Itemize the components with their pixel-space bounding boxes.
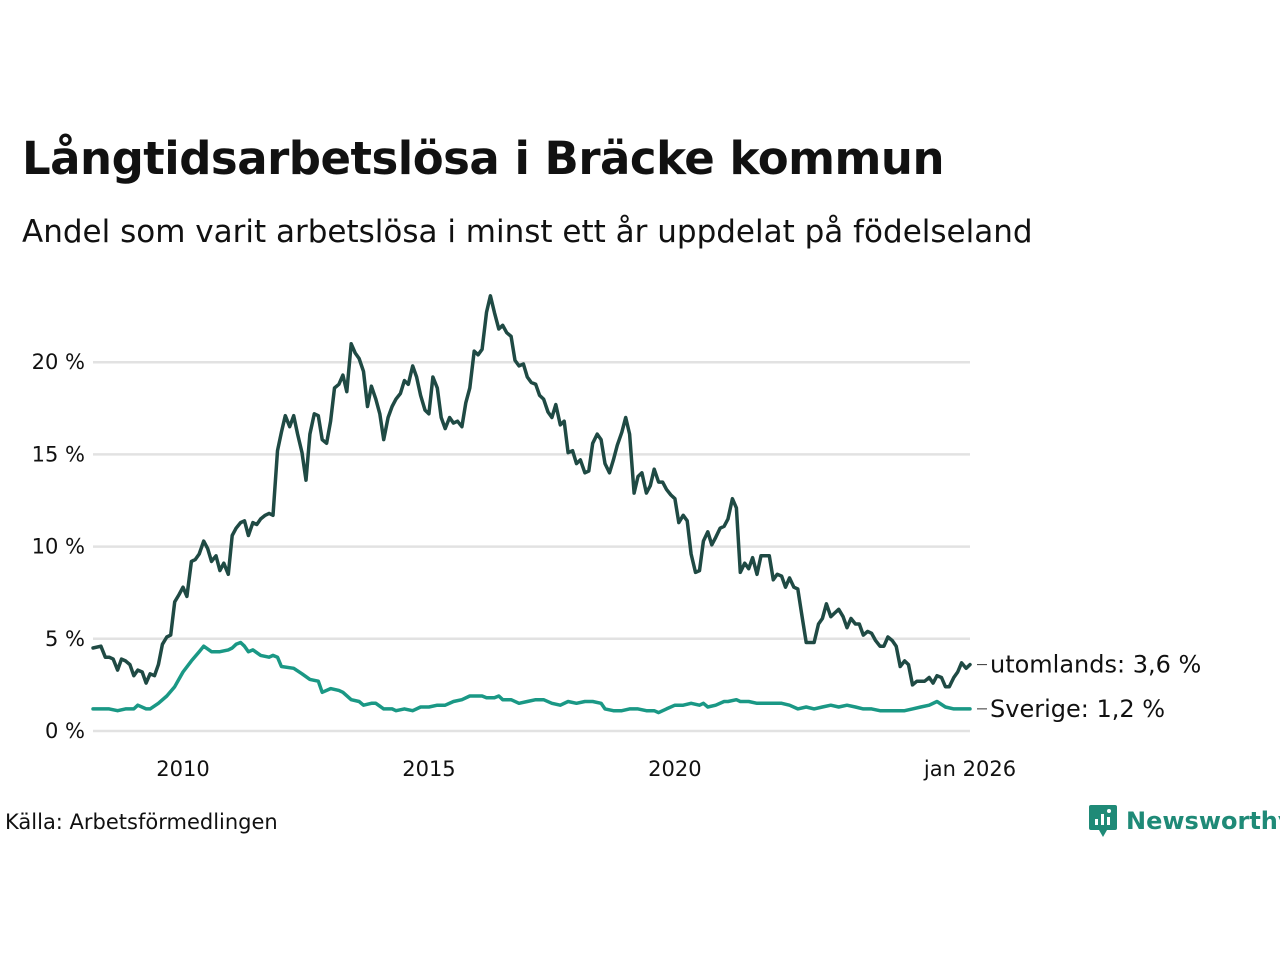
y-tick-label: 20 % bbox=[32, 350, 85, 374]
chart-subtitle: Andel som varit arbetslösa i minst ett å… bbox=[22, 214, 1033, 250]
series-line-utomlands bbox=[91, 294, 972, 689]
newsworthy-logo: Newsworthy bbox=[1088, 804, 1280, 838]
x-axis: 2010 2015 2020 jan 2026 bbox=[156, 757, 1016, 781]
y-tick-label: 5 % bbox=[45, 627, 85, 651]
end-label-utomlands: utomlands: 3,6 % bbox=[990, 651, 1201, 679]
gridlines bbox=[93, 360, 970, 733]
y-tick-label: 15 % bbox=[32, 442, 85, 466]
newsworthy-logo-icon bbox=[1089, 805, 1117, 837]
y-tick-label: 10 % bbox=[32, 535, 85, 559]
x-tick-label: 2015 bbox=[402, 757, 455, 781]
y-tick-label: 0 % bbox=[45, 719, 85, 743]
end-label-sverige: Sverige: 1,2 % bbox=[990, 695, 1165, 723]
x-tick-label: 2010 bbox=[156, 757, 209, 781]
y-axis: 0 % 5 % 10 % 15 % 20 % bbox=[32, 350, 85, 743]
source-note: Källa: Arbetsförmedlingen bbox=[5, 810, 278, 834]
x-tick-label: 2020 bbox=[648, 757, 701, 781]
x-tick-label: jan 2026 bbox=[923, 757, 1016, 781]
chart-title: Långtidsarbetslösa i Bräcke kommun bbox=[22, 132, 944, 185]
newsworthy-logo-text: Newsworthy bbox=[1126, 807, 1280, 835]
series-line-sverige bbox=[91, 640, 972, 715]
series-lines bbox=[91, 294, 972, 715]
series-end-labels: utomlands: 3,6 % Sverige: 1,2 % bbox=[977, 651, 1201, 723]
